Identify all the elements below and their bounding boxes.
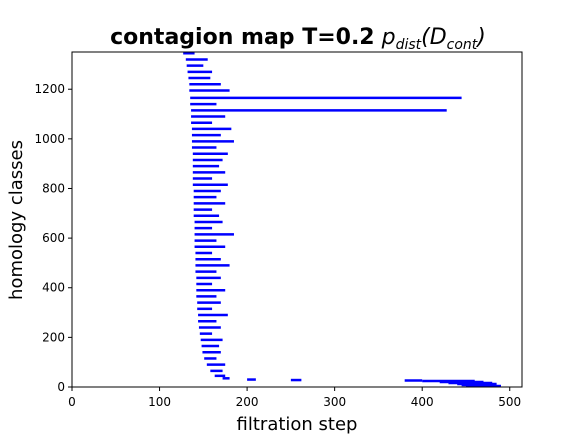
plot-frame: [71, 51, 523, 388]
x-axis-label: filtration step: [237, 414, 358, 435]
title-math: dist: [396, 37, 422, 53]
x-tick-label: 0: [68, 395, 76, 409]
y-tick-label: 1000: [34, 132, 65, 146]
x-tick-label: 400: [411, 395, 434, 409]
y-tick-label: 400: [42, 281, 65, 295]
y-tick-label: 200: [42, 330, 65, 344]
title-math: cont: [447, 37, 478, 53]
x-tick-label: 100: [148, 395, 171, 409]
y-axis-label: homology classes: [6, 140, 27, 300]
title-text: contagion map T=0.2: [110, 25, 375, 50]
y-tick-label: 800: [42, 181, 65, 195]
title-math: ): [475, 25, 486, 50]
x-tick-label: 200: [236, 395, 259, 409]
chart-title: contagion map T=0.2 pdist(Dcont): [110, 25, 486, 53]
title-math: p: [381, 25, 396, 50]
x-tick-label: 300: [323, 395, 346, 409]
y-tick-label: 0: [57, 380, 65, 394]
x-tick-label: 500: [498, 395, 521, 409]
y-tick-label: 1200: [34, 82, 65, 96]
title-math: (D: [421, 25, 447, 50]
y-tick-label: 600: [42, 231, 65, 245]
